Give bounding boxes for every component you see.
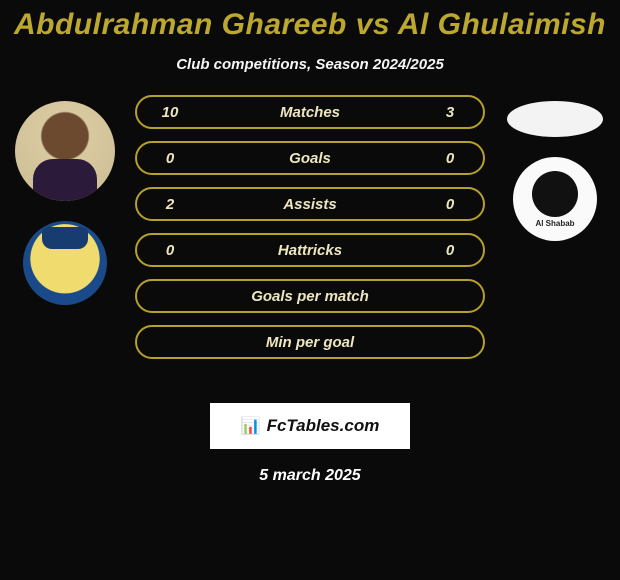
stat-right-value: 0 (437, 196, 463, 213)
stat-label: Goals (183, 150, 437, 167)
left-player-column (5, 95, 125, 305)
left-club-badge (23, 221, 107, 305)
stat-label: Goals per match (183, 288, 437, 305)
shield-icon (532, 171, 578, 217)
stat-left-value: 2 (157, 196, 183, 213)
stat-row: 2 Assists 0 (135, 187, 485, 221)
body-area: Al Shabab 10 Matches 3 0 Goals 0 2 Assis… (0, 95, 620, 395)
stat-label: Hattricks (183, 242, 437, 259)
generated-date: 5 march 2025 (0, 467, 620, 485)
infographic-root: Abdulrahman Ghareeb vs Al Ghulaimish Clu… (0, 0, 620, 580)
stat-label: Assists (183, 196, 437, 213)
stat-right-value: 0 (437, 150, 463, 167)
stat-label: Matches (183, 104, 437, 121)
branding-label: FcTables.com (267, 416, 380, 436)
right-player-avatar (507, 101, 603, 137)
stat-right-value: 3 (437, 104, 463, 121)
comparison-title: Abdulrahman Ghareeb vs Al Ghulaimish (0, 0, 620, 42)
stat-row: 0 Goals 0 (135, 141, 485, 175)
branding-badge: 📊 FcTables.com (210, 403, 410, 449)
stat-left-value: 10 (157, 104, 183, 121)
left-player-avatar (15, 101, 115, 201)
stat-row: 10 Matches 3 (135, 95, 485, 129)
stat-left-value: 0 (157, 242, 183, 259)
right-club-badge: Al Shabab (513, 157, 597, 241)
stat-row: 0 Hattricks 0 (135, 233, 485, 267)
stat-left-value: 0 (157, 150, 183, 167)
bar-chart-icon: 📊 (241, 416, 261, 436)
stat-row: Min per goal (135, 325, 485, 359)
stat-label: Min per goal (183, 334, 437, 351)
season-subtitle: Club competitions, Season 2024/2025 (0, 56, 620, 73)
stat-row: Goals per match (135, 279, 485, 313)
stats-table: 10 Matches 3 0 Goals 0 2 Assists 0 0 Hat… (135, 95, 485, 371)
stat-right-value: 0 (437, 242, 463, 259)
right-player-column: Al Shabab (495, 95, 615, 241)
right-club-badge-text: Al Shabab (535, 219, 574, 228)
